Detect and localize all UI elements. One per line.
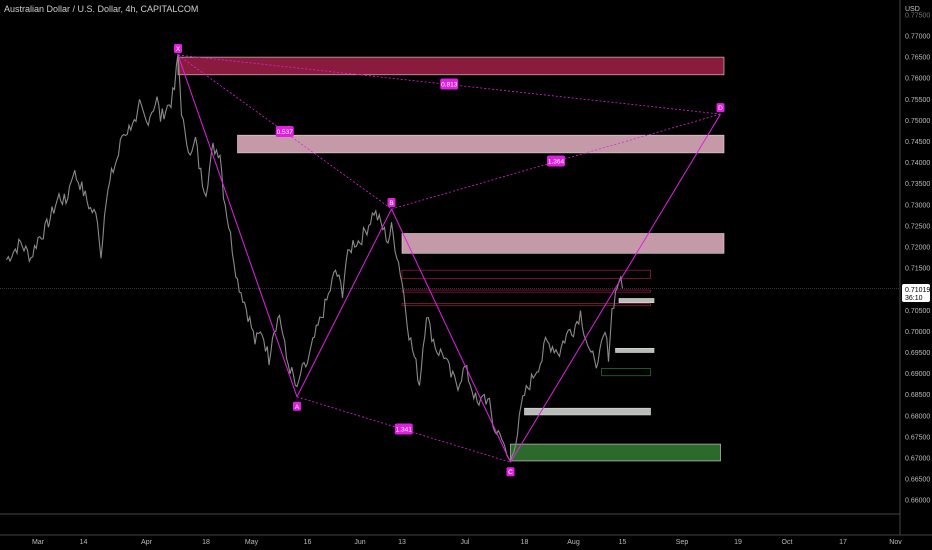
pattern-ratio-line	[391, 113, 721, 210]
y-tick-label: 0.68000	[905, 413, 930, 420]
pattern-leg	[177, 54, 298, 397]
price-tag-value: 0.71019	[905, 287, 930, 294]
y-tick-label: 0.76500	[905, 55, 930, 62]
x-tick-label: 18	[202, 539, 210, 546]
symbol-title: Australian Dollar / U.S. Dollar, 4h, CAP…	[4, 4, 199, 14]
zone-outline	[601, 368, 651, 377]
ratio-label: 1.341	[396, 427, 413, 434]
current-price-tag: 0.71019 36:10	[902, 284, 930, 302]
x-tick-label: 16	[304, 539, 312, 546]
x-tick-label: 14	[80, 539, 88, 546]
ratio-label: 1.364	[548, 159, 565, 166]
y-tick-label: 0.76000	[905, 76, 930, 83]
zone-outline	[401, 269, 651, 280]
pattern-point-label: C	[508, 469, 513, 476]
pattern-leg	[391, 208, 511, 463]
pattern-leg	[296, 208, 392, 398]
zone-gray	[524, 407, 651, 416]
zone-gray	[615, 347, 655, 353]
y-tick-label: 0.74500	[905, 139, 930, 146]
y-tick-label: 0.67500	[905, 434, 930, 441]
y-tick-label: 0.71500	[905, 266, 930, 273]
pattern-point-badge	[506, 467, 515, 477]
y-tick-label: 0.73500	[905, 181, 930, 188]
ratio-label: 0.537	[277, 129, 294, 136]
pattern-point-label: X	[176, 46, 181, 53]
chart-guides	[0, 0, 932, 536]
ratio-label: 0.813	[441, 82, 458, 89]
x-tick-label: Jul	[461, 539, 470, 546]
y-tick-label: 0.73000	[905, 202, 930, 209]
x-tick-label: 13	[398, 539, 406, 546]
ratio-badge	[394, 423, 413, 435]
y-tick-label: 0.70500	[905, 308, 930, 315]
pattern-point-badge	[387, 198, 396, 208]
x-tick-label: May	[245, 539, 259, 546]
zone-red	[177, 56, 725, 76]
zone-gray	[618, 298, 655, 304]
pattern-point-badge	[174, 43, 182, 53]
axes: USD 0.77000 0.76500 0.76000 0.75500 0.75000 0…	[32, 6, 930, 546]
y-tick-label: 0.72500	[905, 223, 930, 230]
pattern-point-label: A	[295, 404, 300, 411]
price-tag-box	[902, 284, 930, 302]
pattern-point-badge	[716, 103, 725, 113]
y-tick-label: 0.75000	[905, 118, 930, 125]
y-tick-label: 0.69000	[905, 371, 930, 378]
pattern-point-label: D	[718, 105, 723, 112]
zone-outline	[401, 303, 651, 307]
ratio-badge	[547, 155, 565, 167]
pattern-leg	[510, 113, 721, 463]
y-tick-label: 0.70000	[905, 329, 930, 336]
currency-label: USD	[905, 6, 920, 13]
y-tick-label: 0.68500	[905, 392, 930, 399]
zone-pink	[237, 134, 725, 154]
price-tag-countdown: 36:10	[905, 295, 923, 302]
price-series-line	[6, 53, 624, 462]
x-tick-label: 17	[839, 539, 847, 546]
y-tick-label: 0.67000	[905, 456, 930, 463]
y-tick-label: 0.66000	[905, 498, 930, 505]
pattern-ratio-line	[296, 396, 511, 463]
price-layer	[6, 53, 624, 462]
ratio-badge	[440, 78, 459, 90]
zones-layer	[177, 56, 725, 462]
x-tick-label: Jun	[354, 539, 365, 546]
y-tick-label: 0.74000	[905, 160, 930, 167]
pattern-point-label: B	[389, 200, 393, 207]
y-tick-label: 0.69500	[905, 350, 930, 357]
zone-pink	[401, 233, 725, 254]
harmonic-pattern: 0.813 0.537 1.364 1.341 X A B C D	[174, 43, 725, 477]
y-tick-label: 0.66500	[905, 477, 930, 484]
y-tick-label: 0.72000	[905, 245, 930, 252]
y-tick-label: 0.77500	[905, 12, 930, 19]
x-tick-label: Sep	[676, 539, 689, 546]
ratio-badge	[275, 126, 294, 138]
x-tick-label: 18	[521, 539, 529, 546]
y-tick-label: 0.77000	[905, 34, 930, 41]
x-tick-label: 15	[619, 539, 627, 546]
x-tick-label: Apr	[141, 539, 153, 546]
x-tick-label: Mar	[32, 539, 45, 546]
x-tick-label: Nov	[889, 539, 902, 546]
x-tick-label: Aug	[567, 539, 580, 546]
x-tick-label: 19	[734, 539, 742, 546]
x-tick-label: Oct	[782, 539, 793, 546]
zone-green	[510, 443, 721, 462]
pattern-point-badge	[293, 401, 301, 411]
y-tick-label: 0.75500	[905, 97, 930, 104]
zone-outline	[401, 289, 651, 293]
